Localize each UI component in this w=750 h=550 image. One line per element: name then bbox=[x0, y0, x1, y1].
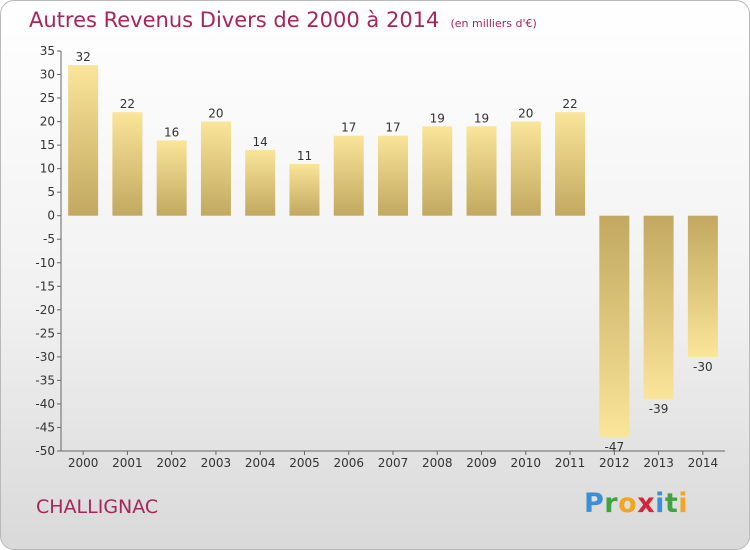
data-label: -30 bbox=[693, 360, 713, 374]
data-label: 17 bbox=[385, 121, 400, 135]
bar-2000 bbox=[68, 65, 99, 216]
logo-letter: t bbox=[664, 488, 679, 519]
x-tick-label: 2005 bbox=[289, 456, 320, 470]
x-tick-label: 2008 bbox=[422, 456, 453, 470]
logo-letter: o bbox=[618, 488, 638, 519]
bar-2009 bbox=[466, 126, 497, 216]
x-tick-label: 2009 bbox=[466, 456, 497, 470]
bar-2003 bbox=[200, 121, 231, 216]
x-tick-label: 2000 bbox=[68, 456, 99, 470]
chart-title: Autres Revenus Divers de 2000 à 2014 (en… bbox=[29, 8, 537, 32]
logo-letter: i bbox=[678, 488, 689, 519]
bar-2001 bbox=[112, 112, 143, 216]
title-unit: (en milliers d'€) bbox=[450, 17, 537, 30]
bar-2002 bbox=[156, 140, 187, 216]
data-label: 20 bbox=[208, 107, 223, 121]
x-tick-label: 2002 bbox=[156, 456, 187, 470]
y-tick-label: -40 bbox=[35, 397, 55, 411]
data-label: 14 bbox=[253, 135, 268, 149]
y-tick-label: 30 bbox=[40, 68, 55, 82]
bar-2005 bbox=[289, 163, 320, 216]
data-label: 22 bbox=[562, 97, 577, 111]
y-tick-label: 10 bbox=[40, 162, 55, 176]
data-label: 16 bbox=[164, 125, 179, 139]
bar-2011 bbox=[555, 112, 586, 216]
x-tick-label: 2011 bbox=[555, 456, 586, 470]
data-label: 11 bbox=[297, 149, 312, 163]
x-tick-label: 2006 bbox=[333, 456, 364, 470]
data-label: 32 bbox=[75, 50, 90, 64]
y-tick-label: -20 bbox=[35, 303, 55, 317]
y-tick-label: -5 bbox=[43, 232, 55, 246]
x-tick-label: 2007 bbox=[378, 456, 409, 470]
bar-2013 bbox=[643, 215, 674, 400]
x-tick-label: 2012 bbox=[599, 456, 630, 470]
bar-2008 bbox=[422, 126, 453, 216]
y-tick-label: -15 bbox=[35, 279, 55, 293]
y-tick-label: 5 bbox=[47, 185, 55, 199]
bar-2004 bbox=[245, 149, 276, 216]
y-tick-label: 25 bbox=[40, 91, 55, 105]
proxiti-logo: Proxiti bbox=[584, 488, 688, 519]
x-tick-label: 2001 bbox=[112, 456, 143, 470]
x-axis: 2000 2001 2002 2003 2004 2005 2006 2007 2008 2009… bbox=[61, 450, 725, 470]
data-label: -39 bbox=[649, 402, 669, 416]
bar-2010 bbox=[510, 121, 541, 216]
x-tick-label: 2004 bbox=[245, 456, 276, 470]
bar-2014 bbox=[687, 215, 718, 357]
logo-letter: i bbox=[655, 488, 665, 519]
data-label: 22 bbox=[120, 97, 135, 111]
y-tick-label: -45 bbox=[35, 420, 55, 434]
data-label: 19 bbox=[474, 111, 489, 125]
x-tick-label: 2013 bbox=[643, 456, 674, 470]
logo-letter: x bbox=[637, 488, 656, 519]
data-label: 20 bbox=[518, 107, 533, 121]
y-tick-label: -25 bbox=[35, 326, 55, 340]
y-axis: 35 30 25 20 15 10 5 0 -5 -10 -15 -20 -25 -30 -35 -40 -45… bbox=[35, 44, 62, 458]
logo-letter: P bbox=[584, 488, 605, 519]
data-label: 19 bbox=[430, 111, 445, 125]
y-tick-label: 20 bbox=[40, 115, 55, 129]
place-name: CHALLIGNAC bbox=[36, 496, 159, 518]
logo-letter: r bbox=[604, 488, 619, 519]
title-main: Autres Revenus Divers de 2000 à 2014 bbox=[29, 8, 440, 32]
y-tick-label: -10 bbox=[35, 256, 55, 270]
data-label: -47 bbox=[605, 440, 625, 454]
bar-2012 bbox=[599, 215, 630, 437]
x-tick-label: 2010 bbox=[511, 456, 542, 470]
y-tick-label: -30 bbox=[35, 350, 55, 364]
data-label: 17 bbox=[341, 121, 356, 135]
data-labels: 32 22 16 20 14 11 17 17 19 19 20 22 -47 -39 -30 bbox=[75, 50, 712, 454]
y-tick-label: -50 bbox=[35, 444, 55, 458]
x-tick-label: 2014 bbox=[688, 456, 719, 470]
bar-2007 bbox=[378, 135, 408, 216]
y-tick-label: 35 bbox=[40, 44, 55, 58]
x-tick-label: 2003 bbox=[201, 456, 232, 470]
y-tick-label: 0 bbox=[47, 209, 55, 223]
bar-2006 bbox=[333, 135, 364, 216]
y-tick-label: 15 bbox=[40, 138, 55, 152]
bars bbox=[68, 65, 718, 437]
y-tick-label: -35 bbox=[35, 373, 55, 387]
